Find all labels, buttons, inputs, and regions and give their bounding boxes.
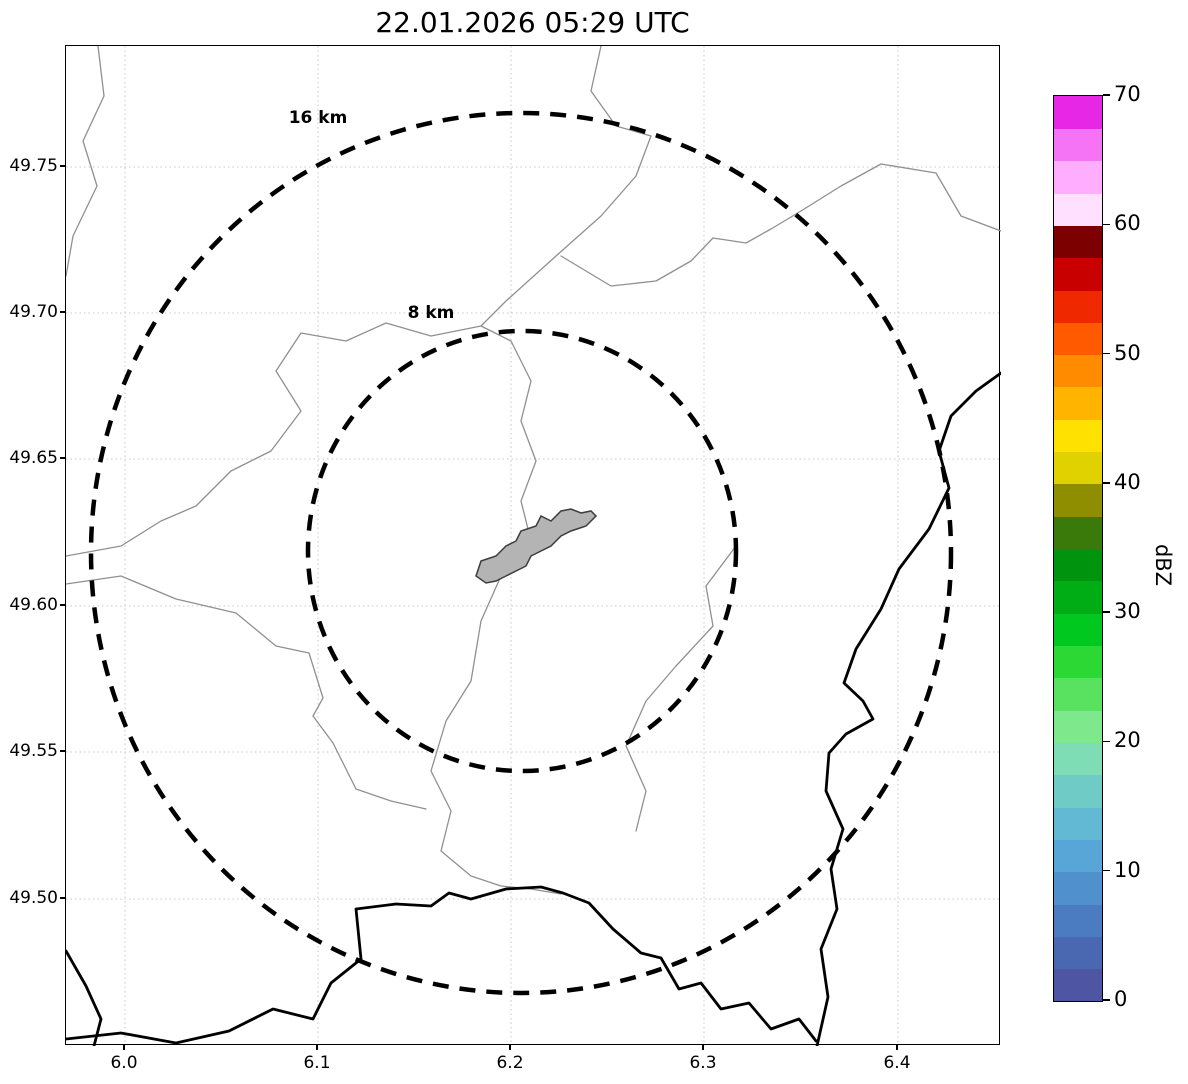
colorbar-segment xyxy=(1054,839,1102,873)
x-tick-label: 6.1 xyxy=(303,1053,331,1073)
y-tick-label: 49.60 xyxy=(9,595,58,615)
y-tick-label: 49.75 xyxy=(9,156,58,176)
colorbar-segment xyxy=(1054,192,1102,226)
x-tick-label: 6.4 xyxy=(883,1053,911,1073)
colorbar-segment xyxy=(1054,677,1102,711)
colorbar-tick-label: 60 xyxy=(1114,211,1141,236)
colorbar-segment xyxy=(1054,483,1102,517)
colorbar-segment xyxy=(1054,516,1102,550)
colorbar-segment xyxy=(1054,128,1102,162)
colorbar-segment xyxy=(1054,645,1102,679)
range-ring-label: 8 km xyxy=(408,303,455,323)
colorbar-segment xyxy=(1054,289,1102,323)
colorbar-segment xyxy=(1054,807,1102,840)
colorbar-tick-mark xyxy=(1103,740,1110,743)
y-tick-label: 49.55 xyxy=(9,741,58,761)
x-tick-mark xyxy=(316,1045,318,1050)
colorbar-segment xyxy=(1054,322,1102,356)
colorbar-segment xyxy=(1054,160,1102,194)
colorbar-segment xyxy=(1054,871,1102,905)
plot-title: 22.01.2026 05:29 UTC xyxy=(375,6,690,39)
colorbar-segment xyxy=(1054,710,1102,743)
colorbar-tick-label: 30 xyxy=(1114,599,1141,624)
range-ring xyxy=(88,110,954,996)
map-plot-area: 8 km 16 km xyxy=(65,45,1001,1046)
x-tick-label: 6.0 xyxy=(110,1053,138,1073)
y-tick-mark xyxy=(60,897,65,899)
colorbar-tick-mark xyxy=(1103,94,1110,96)
y-tick-label: 49.65 xyxy=(9,448,58,468)
range-ring-label: 16 km xyxy=(289,108,348,128)
river-boundary-line xyxy=(66,46,652,557)
country-border-line xyxy=(66,949,103,1046)
y-tick-mark xyxy=(60,750,65,752)
colorbar-tick-label: 40 xyxy=(1114,469,1141,494)
colorbar-segment xyxy=(1054,936,1102,970)
city-polygon xyxy=(475,508,598,584)
river-boundary-line xyxy=(430,325,562,895)
colorbar-tick-mark xyxy=(1103,482,1110,484)
colorbar-segment xyxy=(1054,742,1102,776)
x-tick-label: 6.3 xyxy=(689,1053,717,1073)
y-tick-label: 49.50 xyxy=(9,888,58,908)
x-tick-mark xyxy=(702,1045,704,1050)
colorbar-segment xyxy=(1054,386,1102,420)
x-tick-mark xyxy=(896,1045,898,1050)
colorbar xyxy=(1053,95,1103,1002)
colorbar-segment xyxy=(1054,613,1102,647)
range-ring xyxy=(305,328,739,774)
colorbar-tick-mark xyxy=(1103,352,1110,355)
x-tick-label: 6.2 xyxy=(496,1053,524,1073)
y-tick-label: 49.70 xyxy=(9,302,58,322)
y-tick-mark xyxy=(60,604,65,606)
colorbar-segment xyxy=(1054,225,1102,259)
colorbar-tick-mark xyxy=(1103,223,1110,226)
x-tick-mark xyxy=(509,1045,511,1050)
colorbar-label: dBZ xyxy=(1151,543,1175,587)
colorbar-segment xyxy=(1054,419,1102,453)
colorbar-tick-mark xyxy=(1103,999,1110,1001)
colorbar-tick-label: 0 xyxy=(1114,987,1128,1011)
colorbar-tick-label: 10 xyxy=(1114,857,1141,882)
colorbar-segment xyxy=(1054,451,1102,485)
y-tick-mark xyxy=(60,457,65,459)
colorbar-segment xyxy=(1054,774,1102,808)
river-boundary-line xyxy=(66,46,105,277)
river-boundary-line xyxy=(625,545,737,832)
country-border-line xyxy=(66,885,818,1045)
river-boundary-line xyxy=(560,163,1001,287)
colorbar-segment xyxy=(1054,257,1102,291)
y-tick-mark xyxy=(60,165,65,167)
colorbar-segment xyxy=(1054,580,1102,614)
colorbar-segment xyxy=(1054,96,1102,129)
colorbar-tick-label: 50 xyxy=(1114,340,1141,365)
colorbar-tick-label: 20 xyxy=(1114,728,1141,753)
colorbar-tick-mark xyxy=(1103,869,1110,872)
x-tick-mark xyxy=(123,1045,125,1050)
y-tick-mark xyxy=(60,311,65,313)
colorbar-segment xyxy=(1054,354,1102,388)
colorbar-segment xyxy=(1054,904,1102,937)
colorbar-tick-label: 70 xyxy=(1114,82,1141,106)
colorbar-segment xyxy=(1054,548,1102,582)
colorbar-tick-mark xyxy=(1103,611,1110,613)
colorbar-segment xyxy=(1054,968,1102,1001)
map-canvas: 8 km 16 km xyxy=(66,46,1001,1046)
river-boundary-line xyxy=(66,575,427,810)
country-border-line xyxy=(815,371,1001,1046)
